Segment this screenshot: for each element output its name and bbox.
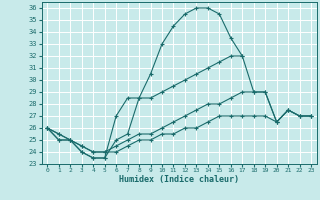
X-axis label: Humidex (Indice chaleur): Humidex (Indice chaleur) bbox=[119, 175, 239, 184]
